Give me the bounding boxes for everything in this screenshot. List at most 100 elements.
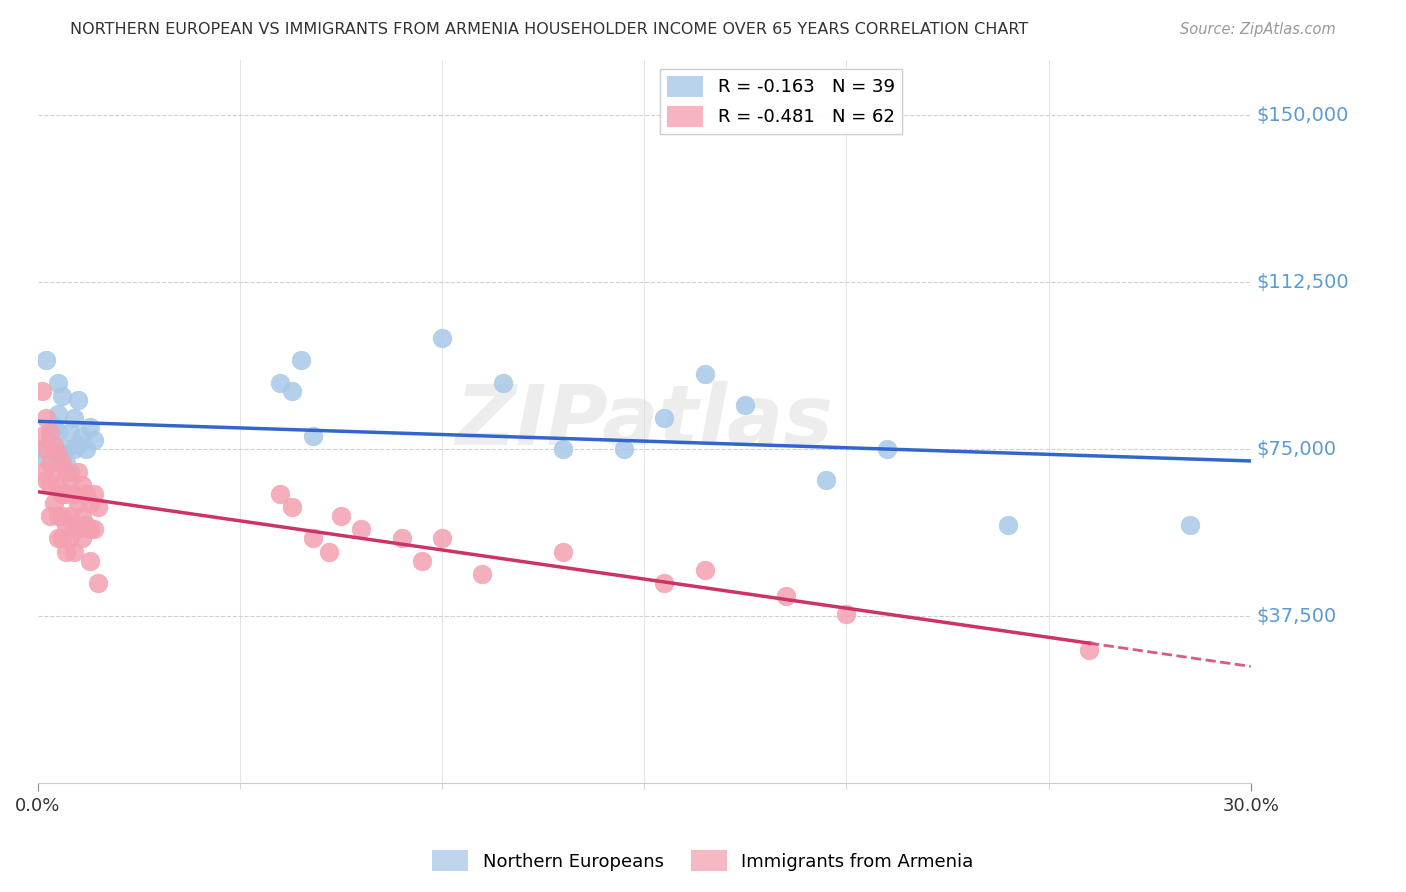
Point bbox=[51, 487, 73, 501]
Text: $75,000: $75,000 bbox=[1257, 440, 1337, 458]
Point bbox=[67, 523, 90, 537]
Point bbox=[391, 532, 413, 546]
Point bbox=[38, 478, 60, 492]
Point bbox=[55, 518, 77, 533]
Point bbox=[63, 411, 86, 425]
Point bbox=[471, 567, 494, 582]
Point bbox=[79, 420, 101, 434]
Point bbox=[63, 518, 86, 533]
Point bbox=[42, 438, 65, 452]
Point bbox=[281, 500, 304, 515]
Point bbox=[67, 438, 90, 452]
Point bbox=[290, 353, 312, 368]
Point bbox=[63, 487, 86, 501]
Point bbox=[46, 532, 69, 546]
Point bbox=[70, 509, 93, 524]
Point bbox=[67, 465, 90, 479]
Point bbox=[51, 456, 73, 470]
Point bbox=[51, 447, 73, 461]
Point bbox=[329, 509, 352, 524]
Point bbox=[281, 384, 304, 399]
Text: ZIPatlas: ZIPatlas bbox=[456, 381, 834, 462]
Point bbox=[38, 425, 60, 439]
Legend: R = -0.163   N = 39, R = -0.481   N = 62: R = -0.163 N = 39, R = -0.481 N = 62 bbox=[659, 69, 903, 134]
Point bbox=[87, 500, 110, 515]
Point bbox=[63, 442, 86, 457]
Point bbox=[775, 589, 797, 603]
Point bbox=[55, 545, 77, 559]
Text: NORTHERN EUROPEAN VS IMMIGRANTS FROM ARMENIA HOUSEHOLDER INCOME OVER 65 YEARS CO: NORTHERN EUROPEAN VS IMMIGRANTS FROM ARM… bbox=[70, 22, 1029, 37]
Point bbox=[31, 442, 53, 457]
Point bbox=[269, 376, 291, 390]
Point bbox=[318, 545, 340, 559]
Legend: Northern Europeans, Immigrants from Armenia: Northern Europeans, Immigrants from Arme… bbox=[425, 843, 981, 879]
Point bbox=[59, 425, 82, 439]
Point bbox=[31, 429, 53, 443]
Point bbox=[876, 442, 898, 457]
Point bbox=[38, 429, 60, 443]
Point bbox=[693, 563, 716, 577]
Point bbox=[70, 478, 93, 492]
Point bbox=[67, 496, 90, 510]
Point bbox=[35, 442, 58, 457]
Point bbox=[75, 487, 97, 501]
Point bbox=[350, 523, 373, 537]
Point bbox=[83, 434, 105, 448]
Point bbox=[55, 465, 77, 479]
Point bbox=[59, 465, 82, 479]
Point bbox=[42, 438, 65, 452]
Point bbox=[70, 532, 93, 546]
Point bbox=[46, 447, 69, 461]
Point bbox=[38, 456, 60, 470]
Point bbox=[51, 389, 73, 403]
Point bbox=[46, 425, 69, 439]
Point bbox=[70, 429, 93, 443]
Point bbox=[59, 532, 82, 546]
Point bbox=[59, 474, 82, 488]
Point bbox=[430, 331, 453, 345]
Point bbox=[42, 465, 65, 479]
Point bbox=[46, 407, 69, 421]
Point bbox=[492, 376, 515, 390]
Point bbox=[79, 554, 101, 568]
Point bbox=[83, 487, 105, 501]
Point bbox=[734, 398, 756, 412]
Point bbox=[55, 442, 77, 457]
Point bbox=[815, 474, 838, 488]
Point bbox=[46, 509, 69, 524]
Point bbox=[46, 478, 69, 492]
Point bbox=[42, 420, 65, 434]
Point bbox=[31, 384, 53, 399]
Point bbox=[38, 509, 60, 524]
Point bbox=[67, 393, 90, 408]
Point bbox=[42, 496, 65, 510]
Point bbox=[301, 532, 323, 546]
Point bbox=[301, 429, 323, 443]
Point bbox=[31, 465, 53, 479]
Point bbox=[553, 442, 575, 457]
Point bbox=[654, 576, 676, 591]
Point bbox=[693, 367, 716, 381]
Point bbox=[269, 487, 291, 501]
Point bbox=[79, 496, 101, 510]
Point bbox=[35, 411, 58, 425]
Point bbox=[613, 442, 636, 457]
Point bbox=[553, 545, 575, 559]
Point bbox=[55, 487, 77, 501]
Point bbox=[997, 518, 1019, 533]
Point bbox=[35, 474, 58, 488]
Text: $37,500: $37,500 bbox=[1257, 607, 1337, 626]
Point bbox=[51, 509, 73, 524]
Point bbox=[411, 554, 433, 568]
Point bbox=[654, 411, 676, 425]
Point bbox=[1078, 642, 1101, 657]
Point bbox=[59, 509, 82, 524]
Point bbox=[87, 576, 110, 591]
Point bbox=[35, 353, 58, 368]
Point bbox=[55, 456, 77, 470]
Point bbox=[83, 523, 105, 537]
Point bbox=[46, 376, 69, 390]
Point bbox=[79, 523, 101, 537]
Point bbox=[38, 434, 60, 448]
Point bbox=[835, 607, 858, 621]
